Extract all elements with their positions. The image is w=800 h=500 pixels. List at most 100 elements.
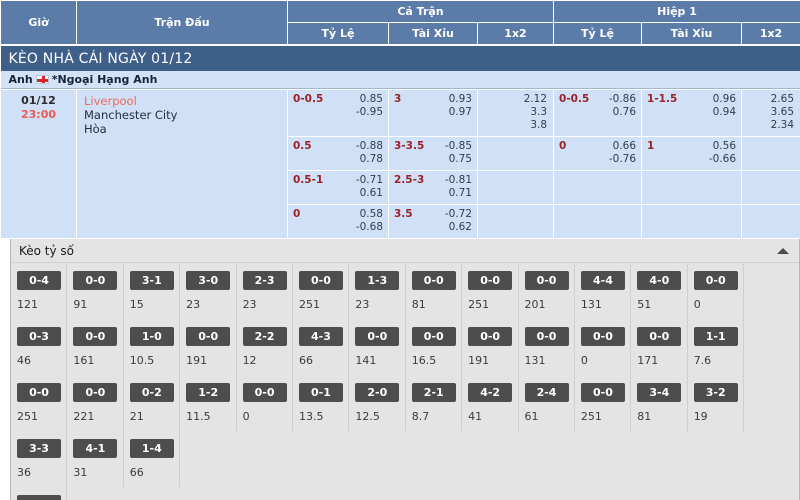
score-chip[interactable]: 0-0: [637, 327, 682, 346]
score-chip[interactable]: 0-0: [693, 271, 738, 290]
score-chip[interactable]: 0-0: [411, 327, 456, 346]
score-chip[interactable]: 0-3: [17, 327, 61, 346]
list-item[interactable]: 0-0 171: [631, 319, 688, 375]
score-chip[interactable]: 2-4: [524, 383, 569, 402]
half-taixiu-cell-2[interactable]: 1 0.56 -0.66: [641, 136, 743, 171]
list-item[interactable]: 0-0 141: [349, 319, 406, 375]
score-chip[interactable]: 4-1: [73, 439, 118, 458]
score-chip[interactable]: 0-0: [524, 327, 569, 346]
half-tyle-cell-2[interactable]: 0 0.66 -0.76: [553, 136, 643, 171]
half-1x2-cell-1[interactable]: 2.65 3.65 2.34: [741, 89, 800, 137]
list-item[interactable]: 1-4 66: [124, 431, 181, 487]
score-chip[interactable]: 1-1: [693, 327, 738, 346]
list-item[interactable]: 0-0 221: [67, 375, 124, 431]
list-item[interactable]: 4-1 31: [67, 431, 124, 487]
list-item[interactable]: 2-3 23: [237, 263, 293, 319]
list-item[interactable]: 0-3 46: [11, 319, 68, 375]
list-item[interactable]: 0-0 0: [11, 487, 68, 500]
list-item[interactable]: 1-0 10.5: [124, 319, 181, 375]
list-item[interactable]: 0-0 191: [462, 319, 519, 375]
score-chip[interactable]: 0-0: [73, 383, 118, 402]
col-header-full-tyle[interactable]: Tỷ Lệ: [287, 22, 389, 45]
list-item[interactable]: 3-1 15: [124, 263, 181, 319]
score-chip[interactable]: 0-4: [17, 271, 61, 290]
score-chip[interactable]: 0-0: [186, 327, 231, 346]
list-item[interactable]: 0-0 81: [406, 263, 463, 319]
score-chip[interactable]: 0-0: [73, 271, 118, 290]
score-chip[interactable]: 3-2: [693, 383, 738, 402]
score-chip[interactable]: 3-4: [637, 383, 682, 402]
score-chip[interactable]: 0-1: [298, 383, 343, 402]
list-item[interactable]: 0-0 131: [519, 319, 575, 375]
list-item[interactable]: 0-0 251: [462, 263, 519, 319]
league-bar[interactable]: Anh *Ngoại Hạng Anh: [0, 71, 800, 89]
score-chip[interactable]: 2-1: [411, 383, 456, 402]
score-chip[interactable]: 3-0: [186, 271, 231, 290]
full-tyle-cell-1[interactable]: 0-0.5 0.85 -0.95: [287, 89, 389, 137]
score-chip[interactable]: 0-0: [524, 271, 569, 290]
col-header-half-taixiu[interactable]: Tài Xỉu: [641, 22, 743, 45]
list-item[interactable]: 4-4 131: [575, 263, 632, 319]
col-header-full-taixiu[interactable]: Tài Xỉu: [388, 22, 478, 45]
score-chip[interactable]: 1-0: [129, 327, 174, 346]
score-chip[interactable]: 1-4: [129, 439, 174, 458]
list-item[interactable]: 2-0 12.5: [349, 375, 406, 431]
list-item[interactable]: 0-0 251: [293, 263, 350, 319]
list-item[interactable]: 4-3 66: [293, 319, 350, 375]
score-chip[interactable]: 0-0: [468, 271, 513, 290]
col-header-gio[interactable]: Giờ: [0, 0, 77, 45]
list-item[interactable]: 0-0 91: [67, 263, 124, 319]
score-chip[interactable]: 0-2: [129, 383, 174, 402]
list-item[interactable]: 2-4 61: [519, 375, 575, 431]
list-item[interactable]: 4-2 41: [462, 375, 519, 431]
score-chip[interactable]: 0-0: [17, 383, 61, 402]
score-chip[interactable]: 0-0: [242, 383, 287, 402]
list-item[interactable]: 3-4 81: [631, 375, 688, 431]
full-taixiu-cell-3[interactable]: 2.5-3 -0.81 0.71: [388, 170, 478, 205]
list-item[interactable]: 0-0 251: [11, 375, 68, 431]
list-item[interactable]: 0-0 0: [575, 319, 632, 375]
half-tyle-cell-1[interactable]: 0-0.5 -0.86 0.76: [553, 89, 643, 137]
caret-up-icon[interactable]: [777, 248, 789, 254]
score-chip[interactable]: 3-1: [129, 271, 174, 290]
score-chip[interactable]: 0-0: [73, 327, 118, 346]
list-item[interactable]: 2-2 12: [237, 319, 293, 375]
score-chip[interactable]: 4-3: [298, 327, 343, 346]
score-chip[interactable]: 0-0: [17, 495, 61, 500]
score-chip[interactable]: 4-4: [580, 271, 625, 290]
list-item[interactable]: 2-1 8.7: [406, 375, 463, 431]
list-item[interactable]: 0-0 191: [180, 319, 237, 375]
score-chip[interactable]: 4-2: [468, 383, 513, 402]
score-chip[interactable]: 2-0: [355, 383, 400, 402]
score-chip[interactable]: 0-0: [580, 383, 625, 402]
score-chip[interactable]: 0-0: [411, 271, 456, 290]
full-tyle-cell-2[interactable]: 0.5 -0.88 0.78: [287, 136, 389, 171]
half-taixiu-cell-1[interactable]: 1-1.5 0.96 0.94: [641, 89, 743, 137]
list-item[interactable]: 4-0 51: [631, 263, 688, 319]
col-header-half-1x2[interactable]: 1x2: [741, 22, 800, 45]
col-header-tran-dau[interactable]: Trận Đấu: [76, 0, 288, 45]
list-item[interactable]: 0-4 121: [11, 263, 68, 319]
full-taixiu-cell-1[interactable]: 3 0.93 0.97: [388, 89, 478, 137]
col-header-full-1x2[interactable]: 1x2: [476, 22, 555, 45]
list-item[interactable]: 3-3 36: [11, 431, 68, 487]
list-item[interactable]: 3-2 19: [688, 375, 745, 431]
team-away[interactable]: Manchester City: [84, 108, 178, 122]
full-tyle-cell-4[interactable]: 0 0.58 -0.68: [287, 204, 389, 239]
score-chip[interactable]: 0-0: [298, 271, 343, 290]
score-panel-header[interactable]: Kèo tỷ số: [11, 239, 799, 263]
score-chip[interactable]: 2-3: [242, 271, 287, 290]
score-chip[interactable]: 0-0: [468, 327, 513, 346]
full-tyle-cell-3[interactable]: 0.5-1 -0.71 0.61: [287, 170, 389, 205]
list-item[interactable]: 0-0 0: [688, 263, 745, 319]
full-taixiu-cell-2[interactable]: 3-3.5 -0.85 0.75: [388, 136, 478, 171]
score-chip[interactable]: 1-3: [355, 271, 400, 290]
score-chip[interactable]: 0-0: [580, 327, 625, 346]
score-chip[interactable]: 2-2: [242, 327, 287, 346]
team-home[interactable]: Liverpool: [84, 94, 137, 108]
full-1x2-cell-1[interactable]: 2.12 3.3 3.8: [476, 89, 555, 137]
list-item[interactable]: 1-3 23: [349, 263, 406, 319]
list-item[interactable]: 0-0 201: [519, 263, 575, 319]
list-item[interactable]: 0-0 161: [67, 319, 124, 375]
score-chip[interactable]: 0-0: [355, 327, 400, 346]
